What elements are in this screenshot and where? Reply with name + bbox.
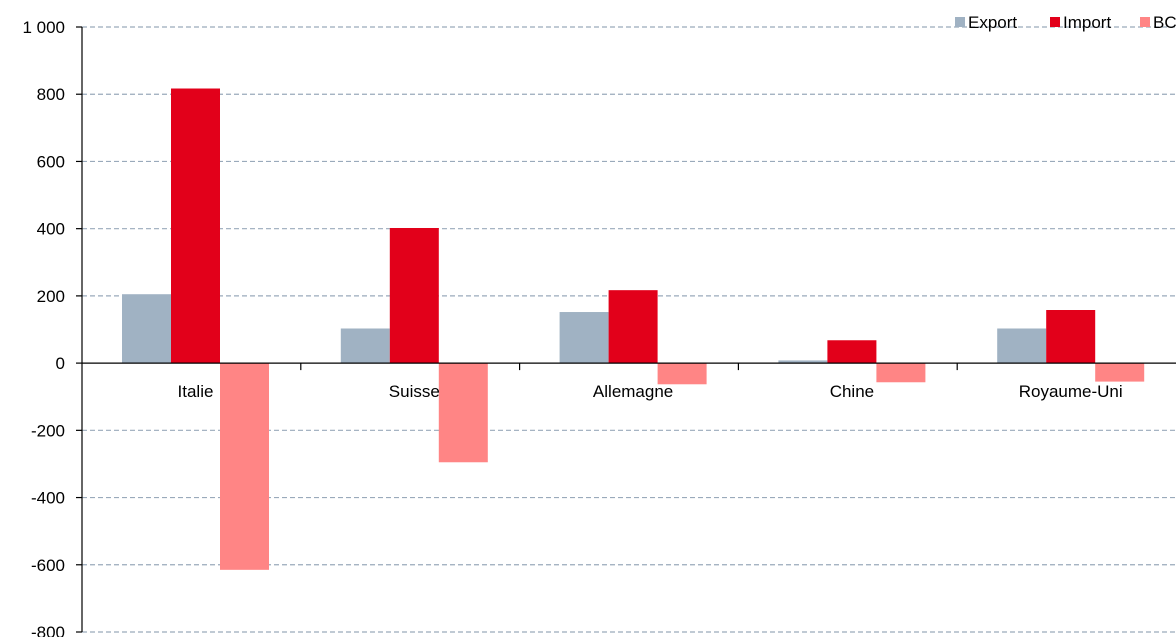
y-tick-label: -600	[31, 556, 65, 575]
y-tick-label: -400	[31, 489, 65, 508]
legend: Export Import BC	[955, 13, 1176, 32]
bar-bc	[657, 363, 707, 385]
legend-label: Export	[968, 13, 1017, 32]
bar-import	[827, 340, 877, 364]
bar-export	[122, 294, 171, 364]
bars	[122, 88, 1145, 570]
y-tick-labels: -800 -600 -400 -200 0 200 400 600 800 1 000	[22, 18, 82, 637]
bar-export	[559, 312, 609, 364]
y-tick-label: 600	[37, 152, 65, 171]
legend-swatch	[1050, 17, 1060, 27]
bar-bc	[220, 363, 269, 570]
bar-export	[997, 328, 1047, 364]
category-labels: Italie Suisse Allemagne Chine Royaume-Uni	[178, 363, 1123, 401]
category-label: Italie	[178, 382, 214, 401]
legend-label: Import	[1063, 13, 1111, 32]
legend-swatch	[1140, 17, 1150, 27]
bar-import	[389, 227, 439, 364]
legend-label: BC	[1153, 13, 1176, 32]
bar-import	[171, 88, 220, 364]
legend-item-import: Import	[1050, 13, 1111, 32]
category-label: Allemagne	[593, 382, 673, 401]
y-tick-label: 1 000	[22, 18, 65, 37]
category-label: Chine	[830, 382, 874, 401]
bar-bc	[876, 363, 926, 383]
axes	[81, 27, 1176, 632]
legend-item-export: Export	[955, 13, 1017, 32]
y-tick-label: 800	[37, 85, 65, 104]
bar-export	[340, 328, 390, 364]
bar-export	[778, 360, 828, 364]
bar-bc	[1095, 363, 1145, 382]
legend-item-bc: BC	[1140, 13, 1176, 32]
y-tick-label: 200	[37, 287, 65, 306]
bar-import	[1046, 310, 1096, 364]
legend-swatch	[955, 17, 965, 27]
y-tick-label: 0	[56, 354, 65, 373]
y-tick-label: -200	[31, 421, 65, 440]
bar-import	[608, 290, 658, 364]
y-tick-label: -800	[31, 623, 65, 637]
category-label: Royaume-Uni	[1019, 382, 1123, 401]
category-label: Suisse	[389, 382, 440, 401]
bar-bc	[438, 363, 488, 463]
y-tick-label: 400	[37, 220, 65, 239]
